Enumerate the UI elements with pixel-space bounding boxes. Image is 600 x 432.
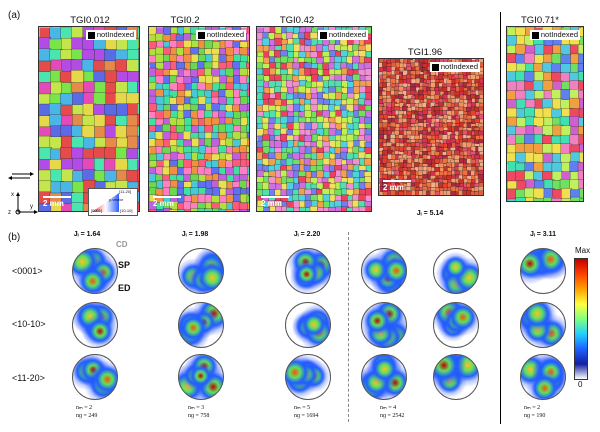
ji-value-tgi071: Jᵢ = 3.11 (529, 231, 557, 238)
grain-map (39, 27, 139, 211)
grain-map (257, 27, 371, 211)
row-label-11-20: <11-20> (12, 373, 45, 383)
pole-figure (72, 302, 118, 348)
dashed-separator (348, 232, 349, 422)
counts-col-3: nₘ = 5 nɡ = 1694 (294, 405, 319, 419)
sp-label: SP (118, 260, 131, 270)
pole-figure (72, 248, 118, 294)
not-indexed-legend: notIndexed (529, 30, 580, 40)
ipf-color-key: [11-20] [0001] [10-10] y-vector (88, 188, 138, 216)
panel-letter-b: (b) (8, 232, 21, 243)
ipf-triangle (92, 193, 119, 212)
axis-triad: x y z (8, 168, 38, 218)
pole-figure (433, 302, 479, 348)
ipf-key-bl: [0001] (91, 208, 103, 213)
pole-figure (433, 248, 479, 294)
ji-value-tgi196: Jᵢ = 5.14 (416, 210, 444, 217)
counts-col-1: nₘ = 2 nɡ = 249 (76, 405, 98, 419)
scale-bar: 2 mm (43, 196, 71, 208)
ebsd-map-tgi071: notIndexed (506, 26, 584, 202)
panel-letter-a: (a) (8, 10, 21, 21)
grain-map (507, 27, 583, 201)
cd-label: CD (116, 240, 128, 249)
pole-figure (178, 354, 224, 400)
grain-map (149, 27, 249, 211)
map-title-2: TGI0.2 (170, 15, 200, 26)
not-indexed-legend: notIndexed (85, 30, 136, 40)
ipf-key-br: [10-10] (120, 208, 133, 213)
ebsd-map-tgi042: notIndexed 2 mm (256, 26, 372, 212)
axis-y-label: y (30, 204, 33, 210)
grain-map (379, 59, 483, 195)
scale-bar: 2 mm (153, 196, 181, 208)
pole-figure (72, 354, 118, 400)
ebsd-map-tgi196: notIndexed 2 mm (378, 58, 484, 196)
counts-col-5: nₘ = 2 nɡ = 190 (524, 405, 546, 419)
scale-bar: 2 mm (261, 196, 289, 208)
counts-col-2: nₘ = 3 nɡ = 758 (188, 405, 210, 419)
counts-col-4: nₘ = 4 nɡ = 2542 (380, 405, 405, 419)
pole-figure (361, 302, 407, 348)
map-title-5: TGI0.71* (520, 15, 560, 26)
pole-figure (178, 302, 224, 348)
ipf-key-label: y-vector (109, 197, 124, 202)
not-indexed-legend: notIndexed (429, 62, 480, 72)
ji-value-tgi0012: Jᵢ = 1.64 (73, 231, 101, 238)
pole-figure (433, 354, 479, 400)
colorbar (574, 258, 588, 380)
row-label-10-10: <10-10> (12, 319, 46, 329)
pole-figure (520, 354, 566, 400)
pole-figure (520, 248, 566, 294)
map-title-4: TGI1.96 (407, 47, 443, 58)
axis-x-label: x (11, 192, 14, 198)
pole-figure (178, 248, 224, 294)
pole-figure (285, 248, 331, 294)
pole-figure (285, 302, 331, 348)
not-indexed-legend: notIndexed (317, 30, 368, 40)
colorbar-max-label: Max (575, 246, 591, 255)
ebsd-map-tgi02: notIndexed 2 mm (148, 26, 250, 212)
map-title-3: TGI0.42 (279, 15, 315, 26)
pole-figure (285, 354, 331, 400)
row-label-0001: <0001> (12, 266, 43, 276)
axis-arrows (8, 172, 38, 215)
scale-bar: 2 mm (383, 180, 411, 192)
map-title-1: TGI0.012 (70, 15, 110, 26)
not-indexed-legend: notIndexed (195, 30, 246, 40)
ji-value-tgi042: Jᵢ = 2.20 (293, 231, 321, 238)
pole-figure (361, 354, 407, 400)
pole-figure (520, 302, 566, 348)
colorbar-min-label: 0 (578, 380, 583, 389)
ji-value-tgi02: Jᵢ = 1.98 (181, 231, 209, 238)
ipf-key-top: [11-20] (119, 189, 132, 194)
axis-z-label: z (8, 210, 11, 216)
pole-figure (361, 248, 407, 294)
vertical-separator (500, 12, 501, 424)
ebsd-map-tgi0012: notIndexed 2 mm (38, 26, 140, 212)
ed-label: ED (118, 283, 131, 293)
